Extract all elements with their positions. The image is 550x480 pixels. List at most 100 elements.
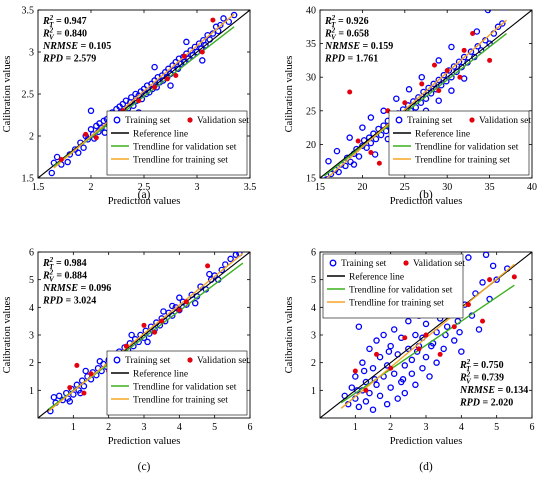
stat-symbol: R: [459, 360, 467, 371]
legend: Training set Validation set Reference line…: [388, 110, 531, 176]
y-tick-label: 2: [29, 358, 34, 369]
legend-training-trend-label: Trendline for training set: [133, 395, 228, 406]
validation-point: [436, 88, 442, 94]
validation-point: [355, 138, 361, 144]
training-point: [422, 353, 430, 361]
panel-caption: (b): [419, 189, 433, 201]
stat-equals: =: [335, 16, 346, 27]
validation-point: [480, 318, 486, 324]
validation-point: [199, 49, 205, 55]
legend-reference-label: Reference line: [415, 129, 470, 140]
y-tick-label: 5: [311, 275, 316, 286]
panel-c: 1 2 3 4 5 6 1 2 3 4 5 6 Prediction values Calibration…: [2, 248, 253, 474]
training-point: [380, 331, 387, 339]
training-point: [75, 149, 82, 157]
training-point: [202, 42, 209, 49]
training-point: [450, 63, 458, 70]
stat-symbol: R: [459, 373, 467, 384]
stat-equals: =: [495, 385, 506, 396]
validation-point: [402, 335, 408, 341]
training-point: [355, 403, 363, 411]
validation-trendline: [323, 32, 507, 177]
training-point: [230, 11, 238, 19]
legend-reference-label: Reference line: [349, 272, 404, 283]
stat-value: 0.105: [89, 41, 112, 52]
training-point: [405, 86, 413, 93]
training-point: [128, 94, 135, 101]
stat-superscript: 2: [331, 27, 336, 35]
reference-line: [320, 10, 532, 178]
legend-training-label: Training set: [125, 116, 171, 126]
training-trendline: [53, 13, 235, 169]
x-tick-label: 35: [485, 182, 495, 193]
y-tick-label: 1: [311, 386, 316, 397]
training-point: [232, 252, 240, 259]
training-point: [96, 358, 104, 365]
validation-point: [210, 17, 216, 23]
y-tick-label: 1: [29, 386, 34, 397]
legend: Training set Validation set Reference line…: [106, 110, 249, 176]
validation-point: [416, 346, 422, 352]
x-tick-label: 4: [459, 422, 464, 433]
y-tick-label: 25: [306, 106, 316, 117]
validation-point: [93, 135, 99, 141]
training-point: [467, 48, 475, 55]
validation-point: [205, 263, 211, 269]
training-point: [71, 146, 79, 153]
training-point: [405, 345, 412, 353]
training-point: [425, 84, 432, 92]
legend-training-trend-label: Trendline for training set: [415, 155, 510, 166]
x-tick-label: 25: [400, 182, 410, 193]
stat-value: 2.579: [74, 54, 97, 65]
y-tick-label: 3: [311, 331, 316, 342]
training-point: [390, 326, 398, 333]
y-tick-label: 5: [29, 275, 34, 286]
x-axis-label: Prediction values: [390, 436, 463, 447]
training-point: [151, 63, 158, 71]
x-tick-label: 1: [353, 422, 358, 433]
stat-3: RPD = 3.024: [42, 296, 96, 307]
training-point: [342, 162, 349, 170]
panel-caption: (c): [138, 461, 151, 473]
validation-point: [352, 368, 358, 374]
training-point: [348, 384, 356, 391]
training-point: [473, 28, 481, 35]
training-point: [352, 373, 359, 380]
stat-symbol: NRMSE: [459, 385, 495, 396]
stat-subscript: V: [49, 276, 55, 284]
training-point: [399, 376, 407, 383]
validation-point: [74, 362, 80, 368]
training-point: [335, 168, 342, 176]
training-point: [460, 53, 468, 61]
training-point: [369, 364, 377, 372]
stat-equals: =: [78, 41, 89, 52]
stat-superscript: 2: [466, 358, 471, 366]
training-point: [385, 348, 393, 355]
y-tick-label: 2: [311, 358, 316, 369]
legend-validation-trend-label: Trendline for validation set: [133, 142, 237, 153]
x-tick-label: 3.5: [244, 182, 257, 193]
stat-value: 0.840: [65, 29, 88, 40]
x-tick-label: 1.5: [32, 182, 45, 193]
training-point: [167, 82, 174, 89]
stat-subscript: T: [466, 365, 471, 373]
validation-point: [88, 371, 94, 377]
training-point: [100, 117, 107, 125]
training-point: [455, 58, 463, 65]
x-tick-label: 6: [530, 422, 535, 433]
training-point: [193, 48, 201, 56]
training-point: [376, 392, 384, 400]
training-point: [428, 342, 435, 350]
stat-2: NRMSE = 0.096: [42, 283, 111, 294]
validation-point: [388, 365, 394, 371]
x-tick-label: 3: [195, 182, 200, 193]
training-point: [451, 337, 458, 344]
stat-value: 0.159: [371, 41, 394, 52]
validation-point: [183, 299, 189, 305]
validation-point: [181, 53, 187, 59]
stat-equals: =: [54, 271, 65, 282]
training-point: [366, 389, 373, 397]
training-point: [390, 370, 398, 377]
